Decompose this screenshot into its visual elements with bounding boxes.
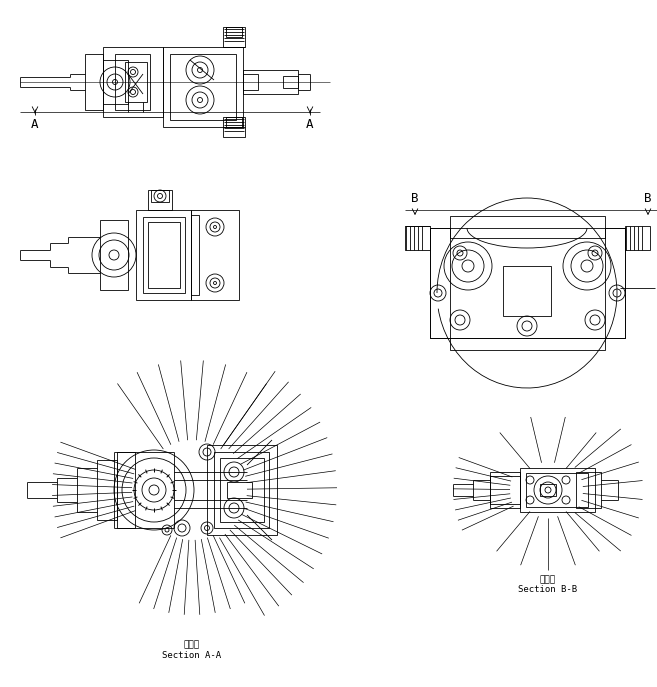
Bar: [103, 60, 128, 104]
Bar: [540, 484, 556, 496]
Bar: [243, 74, 258, 90]
Bar: [576, 472, 601, 508]
Bar: [136, 210, 191, 300]
Text: 断　面: 断 面: [540, 576, 556, 585]
Bar: [605, 228, 625, 338]
Bar: [117, 452, 135, 528]
Bar: [143, 217, 185, 293]
Bar: [100, 220, 128, 290]
Bar: [405, 226, 430, 250]
Text: A: A: [306, 118, 314, 131]
Bar: [450, 216, 605, 238]
Text: Section A-A: Section A-A: [162, 651, 221, 660]
Bar: [226, 27, 242, 37]
Bar: [151, 190, 169, 202]
Bar: [223, 27, 245, 47]
Bar: [148, 222, 180, 288]
Bar: [125, 62, 147, 102]
Bar: [625, 226, 650, 250]
Bar: [526, 473, 588, 507]
Bar: [430, 228, 450, 338]
Bar: [207, 445, 277, 535]
Bar: [170, 54, 236, 120]
Bar: [191, 210, 239, 300]
Text: B: B: [645, 192, 652, 205]
Bar: [430, 228, 625, 338]
Bar: [191, 215, 199, 295]
Bar: [220, 458, 264, 522]
Bar: [503, 266, 551, 316]
Bar: [148, 190, 172, 210]
Bar: [227, 482, 252, 498]
Bar: [214, 452, 269, 528]
Bar: [85, 54, 103, 110]
Bar: [103, 47, 163, 117]
Text: Section B-B: Section B-B: [518, 585, 578, 594]
Bar: [283, 76, 298, 88]
Text: B: B: [411, 192, 419, 205]
Bar: [490, 472, 520, 508]
Text: A: A: [32, 118, 39, 131]
Bar: [243, 70, 298, 94]
Text: 断　面: 断 面: [184, 640, 200, 649]
Bar: [115, 54, 150, 110]
Bar: [226, 117, 242, 127]
Bar: [97, 460, 117, 520]
Bar: [450, 338, 605, 350]
Bar: [163, 47, 243, 127]
Bar: [490, 476, 520, 504]
Bar: [223, 117, 245, 137]
Bar: [520, 468, 595, 512]
